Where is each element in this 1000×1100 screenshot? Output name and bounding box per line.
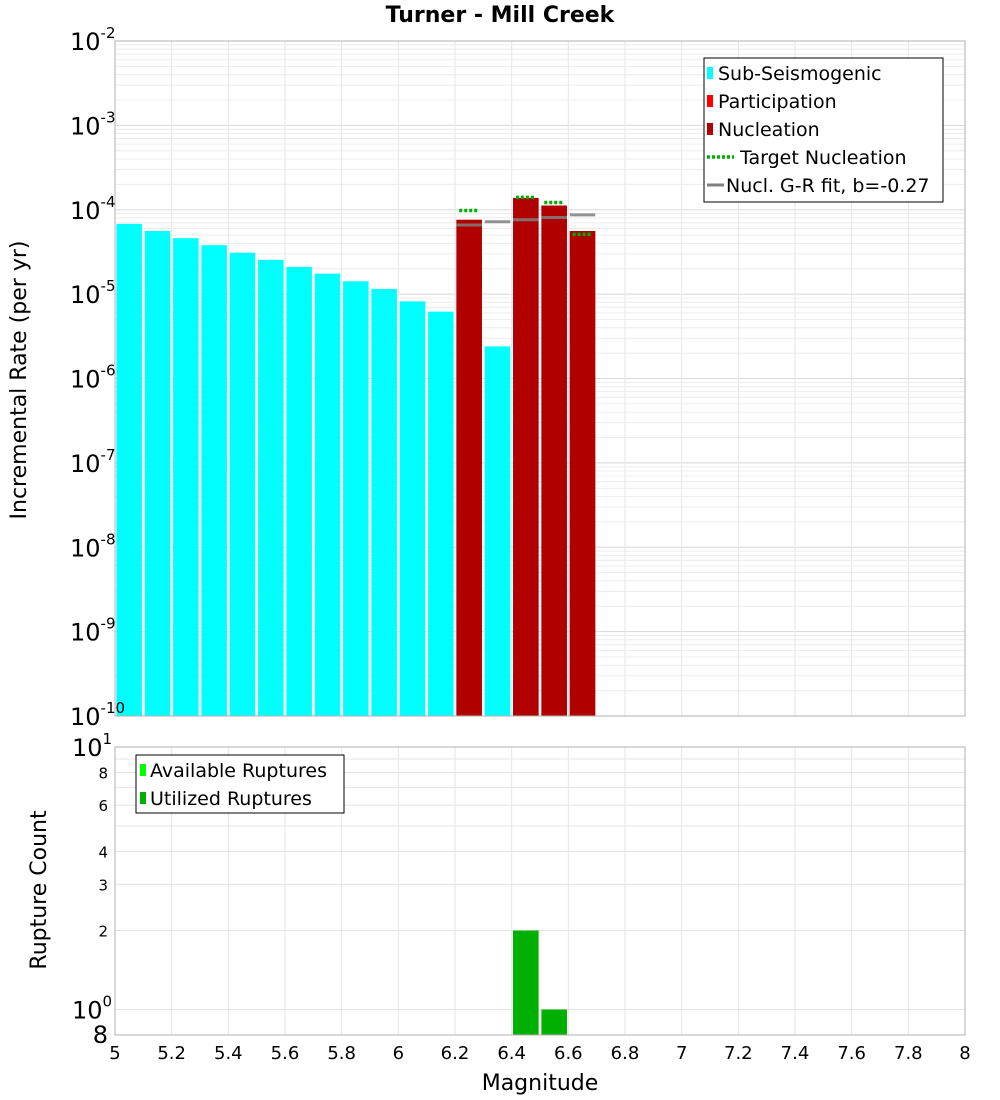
- top-plot-marks: [116, 195, 596, 717]
- bottom-legend-box: [135, 754, 345, 814]
- top-legend: Sub-Seismogenic Participation Nucleation Ta…: [703, 57, 944, 203]
- bottom-y-minor-tick-label: 8: [98, 764, 108, 782]
- sub-seismogenic-bar: [173, 238, 199, 716]
- top-y-axis-label: Incremental Rate (per yr): [7, 241, 32, 520]
- top-y-tick-label: 10-7: [70, 446, 116, 478]
- legend-label: Nucl. G-R fit, b=-0.27: [726, 175, 930, 197]
- x-axis-label: Magnitude: [482, 1071, 599, 1096]
- sub-seismogenic-bar: [144, 230, 171, 716]
- sub-seismogenic-bar: [343, 281, 369, 716]
- x-tick-label: 5.8: [327, 1043, 356, 1064]
- bottom-legend: Available Ruptures Utilized Ruptures: [135, 754, 345, 814]
- bottom-y-axis-label: Rupture Count: [27, 810, 52, 970]
- x-tick-label: 6.6: [554, 1043, 583, 1064]
- top-legend-box: [703, 57, 944, 203]
- top-y-tick-label: 10-2: [70, 24, 116, 56]
- sub-seismogenic-bar: [399, 301, 426, 716]
- x-tick-label: 7.6: [837, 1043, 866, 1064]
- legend-label: Available Ruptures: [150, 760, 327, 782]
- bottom-y-minor-tick-label: 3: [98, 876, 108, 894]
- bottom-y-major-tick-label: 101: [72, 730, 112, 762]
- x-tick-label: 5: [109, 1043, 120, 1064]
- sub-seismogenic-bar: [371, 289, 397, 716]
- legend-label: Utilized Ruptures: [150, 788, 312, 810]
- sub-seismogenic-bar: [258, 259, 284, 716]
- top-y-tick-label: 10-8: [70, 530, 116, 562]
- top-y-tick-label: 10-10: [70, 699, 125, 731]
- sub-seismogenic-bar: [428, 311, 454, 716]
- legend-label: Participation: [718, 91, 837, 113]
- bottom-y-minor-tick-label: 4: [98, 843, 108, 861]
- x-tick-label: 7: [676, 1043, 687, 1064]
- bottom-plot-frame: [114, 746, 966, 1036]
- top-y-tick-label: 10-9: [70, 615, 116, 647]
- legend-swatch: [707, 67, 713, 79]
- legend-swatch: [707, 123, 713, 135]
- utilized-ruptures-bar: [513, 930, 539, 1035]
- x-tick-label: 5.6: [271, 1043, 300, 1064]
- legend-label: Nucleation: [718, 119, 820, 141]
- bottom-y-minor-tick-label: 6: [98, 797, 108, 815]
- axis-ticks: 10-10 10-9 10-8 10-7 10-6 10-5 10-4 10-3 10-2 100…: [70, 24, 971, 1064]
- chart-title: Turner - Mill Creek: [386, 3, 616, 28]
- x-tick-label: 6.2: [441, 1043, 470, 1064]
- bottom-y-minor-tick-label: 2: [98, 923, 108, 941]
- legend-swatch: [140, 792, 146, 804]
- x-tick-label: 5.2: [157, 1043, 186, 1064]
- sub-seismogenic-bar: [229, 252, 256, 716]
- legend-label: Sub-Seismogenic: [718, 63, 882, 85]
- top-y-tick-label: 10-5: [70, 277, 116, 309]
- top-plot-frame: [114, 40, 966, 717]
- x-tick-label: 6.4: [497, 1043, 526, 1064]
- top-y-tick-label: 10-6: [70, 362, 116, 394]
- sub-seismogenic-bar: [314, 273, 341, 716]
- x-tick-label: 8: [959, 1043, 970, 1064]
- nucleation-bar: [456, 219, 482, 717]
- utilized-ruptures-bar: [541, 1009, 567, 1035]
- legend-swatch: [140, 764, 146, 776]
- bottom-plot-marks: [513, 930, 567, 1035]
- sub-seismogenic-bar: [286, 266, 312, 716]
- top-y-tick-label: 10-4: [70, 193, 116, 225]
- legend-swatch: [707, 95, 713, 107]
- x-tick-label: 5.4: [214, 1043, 243, 1064]
- sub-seismogenic-bar: [484, 346, 511, 716]
- x-tick-label: 7.4: [781, 1043, 810, 1064]
- top-y-tick-label: 10-3: [70, 108, 116, 140]
- sub-seismogenic-bar: [116, 223, 142, 716]
- x-tick-label: 7.8: [894, 1043, 923, 1064]
- x-tick-label: 6.8: [611, 1043, 640, 1064]
- sub-seismogenic-bar: [201, 245, 227, 717]
- x-tick-label: 6: [393, 1043, 404, 1064]
- nucleation-bar: [569, 230, 596, 716]
- nucleation-bar: [541, 205, 567, 716]
- bottom-y-major-tick-label: 100: [72, 993, 112, 1025]
- nucleation-bar: [513, 197, 539, 717]
- bottom-y-minor-tick-label: 8: [93, 1021, 108, 1049]
- x-tick-label: 7.2: [724, 1043, 753, 1064]
- legend-label: Target Nucleation: [739, 147, 907, 169]
